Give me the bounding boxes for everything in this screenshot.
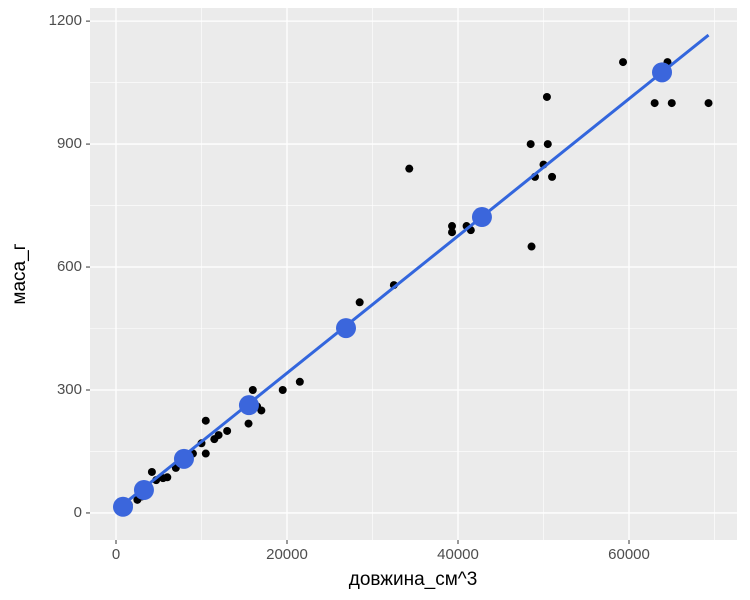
point <box>542 92 551 101</box>
point <box>295 377 304 386</box>
point <box>244 419 253 428</box>
regression-line <box>116 33 710 511</box>
point <box>526 140 535 149</box>
point <box>355 298 364 307</box>
x-axis-title: довжина_см^3 <box>349 569 478 590</box>
y-tick-label: 900 <box>57 135 82 152</box>
point <box>652 62 673 83</box>
x-tick-label: 0 <box>112 546 120 563</box>
point <box>405 164 414 173</box>
point <box>448 222 457 231</box>
x-tick-label: 60000 <box>608 546 650 563</box>
point <box>704 99 713 108</box>
point <box>471 207 492 228</box>
x-tick-label: 20000 <box>266 546 308 563</box>
point <box>201 449 210 458</box>
point <box>147 467 156 476</box>
x-tick-label: 40000 <box>437 546 479 563</box>
point <box>543 140 552 149</box>
point <box>548 172 557 181</box>
point <box>619 58 628 67</box>
point <box>335 318 356 339</box>
y-tick-label: 0 <box>74 504 82 521</box>
point <box>248 385 257 394</box>
point <box>278 385 287 394</box>
y-tick-label: 300 <box>57 381 82 398</box>
point <box>527 242 536 251</box>
point <box>201 416 210 425</box>
point <box>223 426 232 435</box>
point <box>113 496 134 517</box>
point <box>238 395 259 416</box>
point <box>163 473 172 482</box>
point <box>257 406 266 415</box>
point <box>667 99 676 108</box>
point <box>448 228 457 237</box>
y-tick-label: 1200 <box>49 12 82 29</box>
y-axis-title: маса_г <box>9 243 30 304</box>
point <box>650 99 659 108</box>
point <box>214 431 223 440</box>
point <box>133 479 154 500</box>
y-tick-label: 600 <box>57 258 82 275</box>
point <box>173 448 194 469</box>
